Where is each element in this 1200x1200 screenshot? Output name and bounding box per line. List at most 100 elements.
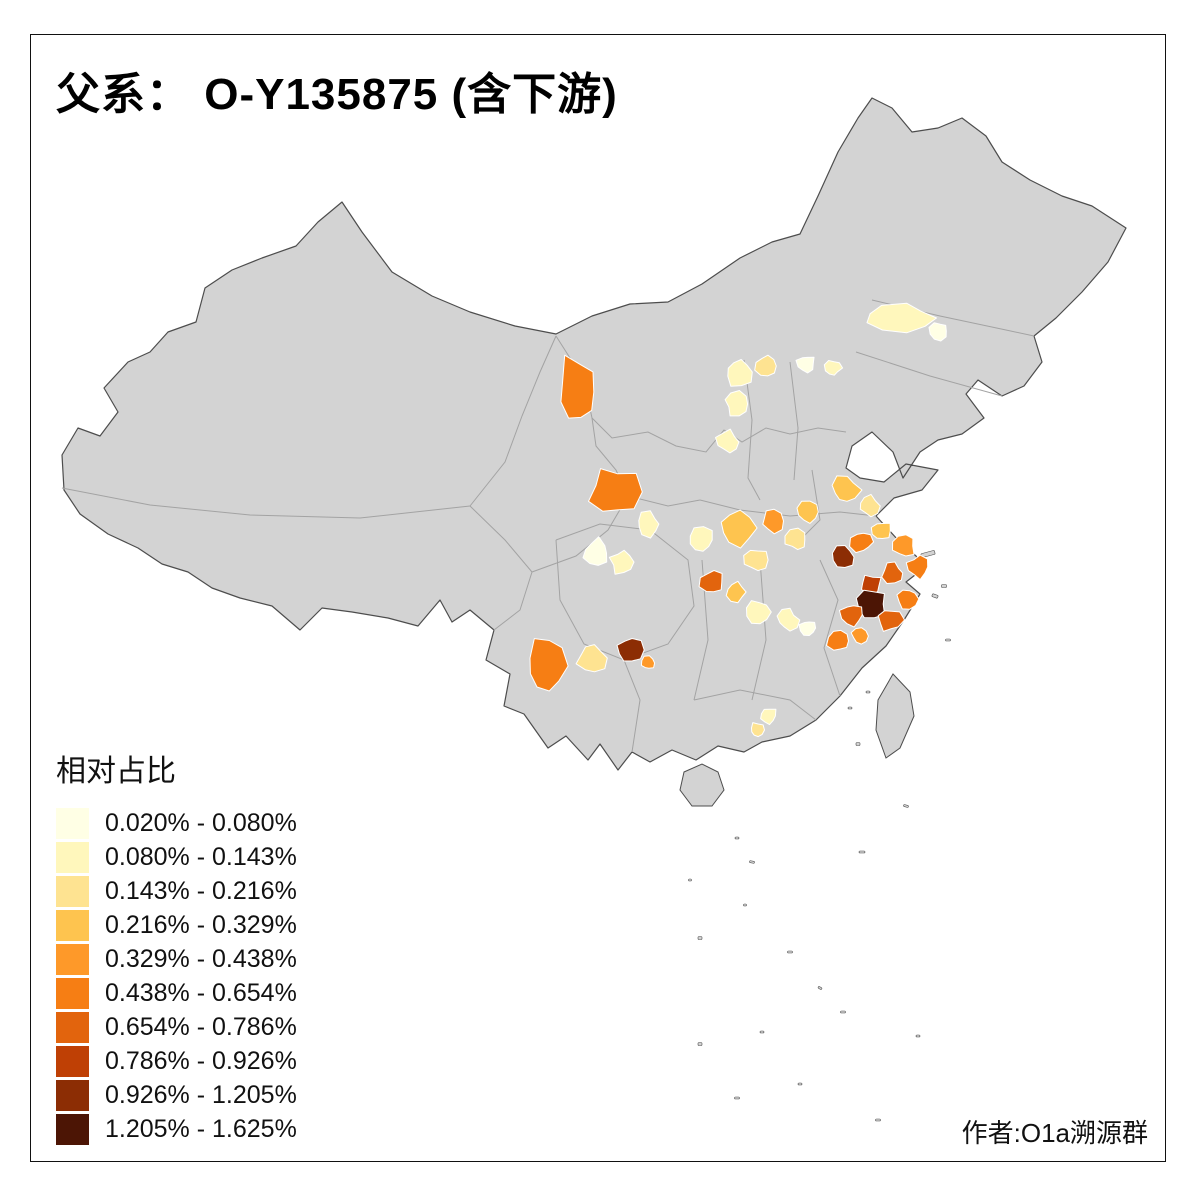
map-region <box>560 354 595 419</box>
map-region <box>689 526 713 552</box>
legend-item-label: 0.926% - 1.205% <box>105 1080 297 1109</box>
legend-item: 0.143% - 0.216% <box>56 874 297 908</box>
map-title: 父系： O-Y135875 (含下游) <box>56 70 618 119</box>
islet <box>697 936 703 940</box>
legend-swatch <box>56 807 89 839</box>
map-region <box>870 522 891 539</box>
legend-item: 0.654% - 0.786% <box>56 1010 297 1044</box>
islet <box>855 742 861 746</box>
map-region <box>724 390 749 417</box>
legend-item-label: 0.216% - 0.329% <box>105 910 297 939</box>
legend-swatch <box>56 1113 89 1145</box>
islet <box>915 1034 921 1038</box>
map-region <box>892 534 915 557</box>
map-region <box>776 607 801 632</box>
legend-swatch <box>56 841 89 873</box>
map-region <box>838 605 863 628</box>
map-region <box>698 570 723 593</box>
legend-item-label: 0.438% - 0.654% <box>105 978 297 1007</box>
legend-swatch <box>56 875 89 907</box>
map-region <box>896 589 920 610</box>
map-region <box>638 510 660 539</box>
map-region <box>715 428 740 454</box>
islet <box>734 836 740 840</box>
legend-swatch <box>56 909 89 941</box>
legend-item: 0.216% - 0.329% <box>56 908 297 942</box>
map-region <box>795 356 815 374</box>
map-region <box>743 549 769 572</box>
map-region <box>905 554 929 581</box>
islet <box>931 593 939 599</box>
islet <box>840 1010 846 1014</box>
legend-item: 0.926% - 1.205% <box>56 1078 297 1112</box>
map-region <box>831 475 863 502</box>
islet <box>865 690 871 694</box>
map-region <box>725 580 747 604</box>
legend-title: 相对占比 <box>56 755 176 788</box>
map-region <box>877 610 906 632</box>
map-region <box>588 468 643 512</box>
legend: 相对占比 0.020% - 0.080% 0.080% - 0.143% 0.143… <box>56 746 297 1146</box>
islet <box>688 878 692 882</box>
map-region <box>831 545 855 568</box>
legend-item: 0.438% - 0.654% <box>56 976 297 1010</box>
map-region <box>866 302 937 334</box>
islet <box>759 1030 765 1034</box>
islet <box>945 638 951 642</box>
legend-swatch <box>56 943 89 975</box>
legend-swatch <box>56 977 89 1009</box>
islet <box>903 804 909 808</box>
islet <box>697 1042 703 1046</box>
islet <box>858 850 866 854</box>
map-region <box>826 629 849 651</box>
legend-item-label: 0.020% - 0.080% <box>105 808 297 837</box>
legend-item: 0.080% - 0.143% <box>56 840 297 874</box>
map-region <box>784 527 806 551</box>
map-region <box>582 536 608 566</box>
map-region <box>751 722 765 738</box>
map-region <box>796 500 819 524</box>
map-region <box>616 638 645 662</box>
map-region <box>529 638 569 692</box>
map-region <box>720 509 758 549</box>
province-borders <box>61 299 1035 753</box>
map-region <box>762 508 784 535</box>
map-region <box>754 354 777 377</box>
islet <box>941 584 947 588</box>
colored-regions-group <box>529 302 947 738</box>
small-islands-group <box>688 550 951 1122</box>
map-region <box>928 322 947 342</box>
islet <box>734 1096 740 1100</box>
legend-item: 0.020% - 0.080% <box>56 806 297 840</box>
islet <box>817 986 823 990</box>
map-region <box>727 359 753 387</box>
map-region <box>849 532 875 554</box>
legend-item-label: 0.654% - 0.786% <box>105 1012 297 1041</box>
islet <box>787 950 793 954</box>
map-region <box>760 708 777 726</box>
hainan-island <box>679 763 725 807</box>
map-region <box>798 621 817 636</box>
map-region <box>575 644 608 673</box>
map-region <box>746 600 772 625</box>
map-region <box>608 549 635 575</box>
legend-swatch <box>56 1045 89 1077</box>
islet <box>749 860 755 864</box>
legend-item: 1.205% - 1.625% <box>56 1112 297 1146</box>
map-region <box>881 561 904 584</box>
legend-item-label: 0.786% - 0.926% <box>105 1046 297 1075</box>
legend-rows: 0.020% - 0.080% 0.080% - 0.143% 0.143% - 0… <box>56 806 297 1146</box>
attribution-text: 作者:O1a溯源群 <box>961 1118 1148 1148</box>
legend-swatch <box>56 1011 89 1043</box>
map-region <box>859 493 881 518</box>
map-region <box>640 655 656 669</box>
islet <box>797 1082 803 1086</box>
legend-item-label: 0.143% - 0.216% <box>105 876 297 905</box>
islet <box>847 706 853 710</box>
legend-item: 0.329% - 0.438% <box>56 942 297 976</box>
legend-item-label: 1.205% - 1.625% <box>105 1114 297 1143</box>
taiwan-island <box>875 673 915 759</box>
legend-swatch <box>56 1079 89 1111</box>
legend-item: 0.786% - 0.926% <box>56 1044 297 1078</box>
